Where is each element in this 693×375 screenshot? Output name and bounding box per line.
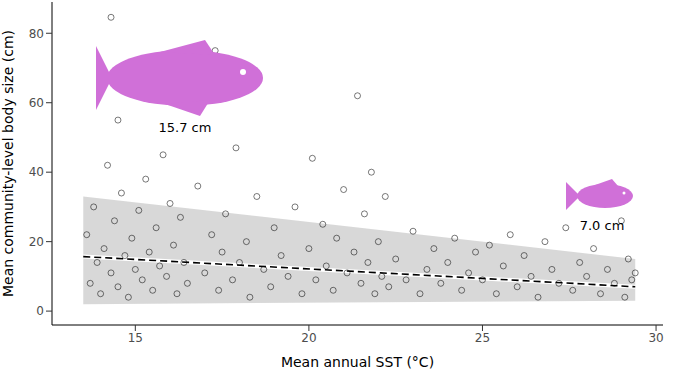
svg-text:7.0 cm: 7.0 cm [580, 218, 625, 233]
svg-text:Mean community-level body size: Mean community-level body size (cm) [0, 30, 16, 297]
svg-text:20: 20 [301, 331, 316, 345]
svg-text:0: 0 [36, 304, 44, 318]
svg-text:25: 25 [475, 331, 490, 345]
svg-text:30: 30 [648, 331, 663, 345]
svg-text:15: 15 [128, 331, 143, 345]
svg-text:80: 80 [29, 27, 44, 41]
svg-text:40: 40 [29, 165, 44, 179]
svg-text:15.7 cm: 15.7 cm [159, 120, 212, 135]
svg-text:Mean annual SST (°C): Mean annual SST (°C) [281, 354, 434, 370]
svg-text:60: 60 [29, 96, 44, 110]
svg-text:20: 20 [29, 235, 44, 249]
